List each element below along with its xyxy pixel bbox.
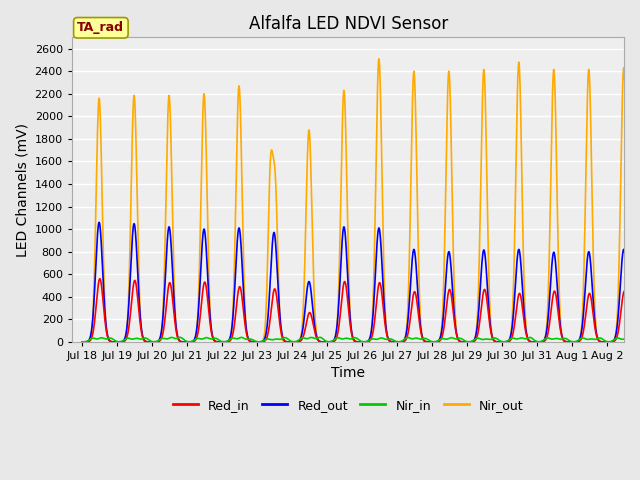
Text: TA_rad: TA_rad — [77, 21, 124, 34]
Y-axis label: LED Channels (mV): LED Channels (mV) — [15, 122, 29, 257]
X-axis label: Time: Time — [331, 367, 365, 381]
Legend: Red_in, Red_out, Nir_in, Nir_out: Red_in, Red_out, Nir_in, Nir_out — [168, 394, 528, 417]
Title: Alfalfa LED NDVI Sensor: Alfalfa LED NDVI Sensor — [248, 15, 448, 33]
